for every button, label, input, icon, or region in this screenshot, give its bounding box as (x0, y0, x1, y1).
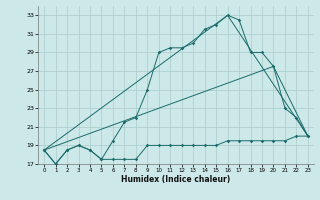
X-axis label: Humidex (Indice chaleur): Humidex (Indice chaleur) (121, 175, 231, 184)
